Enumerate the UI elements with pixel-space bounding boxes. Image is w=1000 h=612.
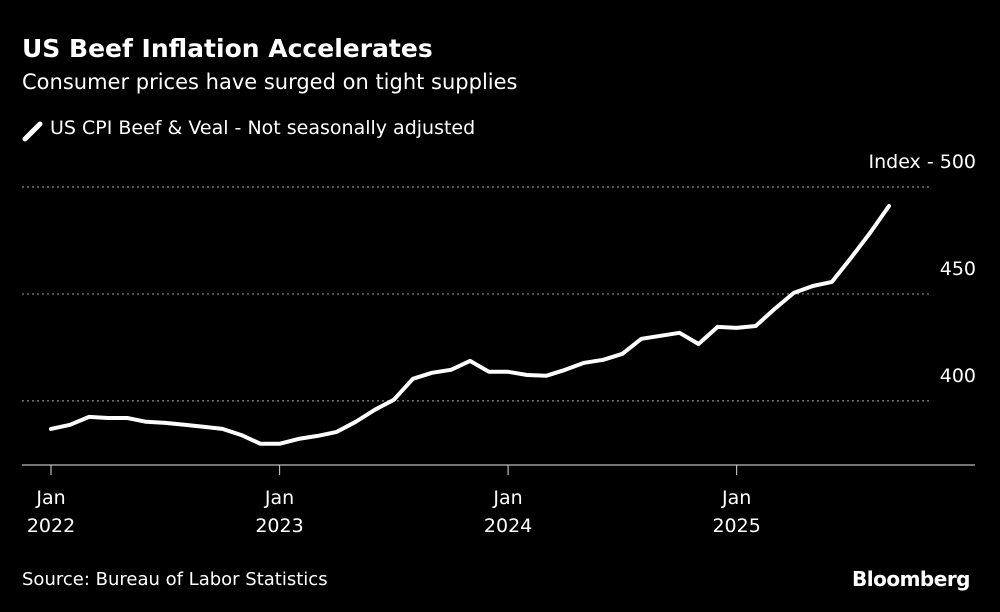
source: Source: Bureau of Labor Statistics	[22, 569, 328, 590]
y-tick-label: 400	[939, 364, 976, 387]
y-tick-label: Index - 500	[868, 151, 976, 173]
chart-title: US Beef Inflation Accelerates	[22, 34, 433, 63]
x-tick-label: Jan 2025	[712, 487, 761, 537]
x-tick-label: Jan 2024	[483, 487, 533, 537]
legend-label: US CPI Beef & Veal - Not seasonally adju…	[50, 117, 476, 139]
y-tick-label: 450	[939, 257, 976, 280]
x-tick-label: Jan 2023	[255, 487, 304, 537]
line	[49, 204, 891, 446]
legend-icon	[22, 121, 43, 142]
chart-subtitle: Consumer prices have surged on tight sup…	[22, 70, 518, 94]
brand: Bloomberg	[852, 567, 970, 591]
x-tick-label: Jan 2022	[26, 487, 76, 537]
